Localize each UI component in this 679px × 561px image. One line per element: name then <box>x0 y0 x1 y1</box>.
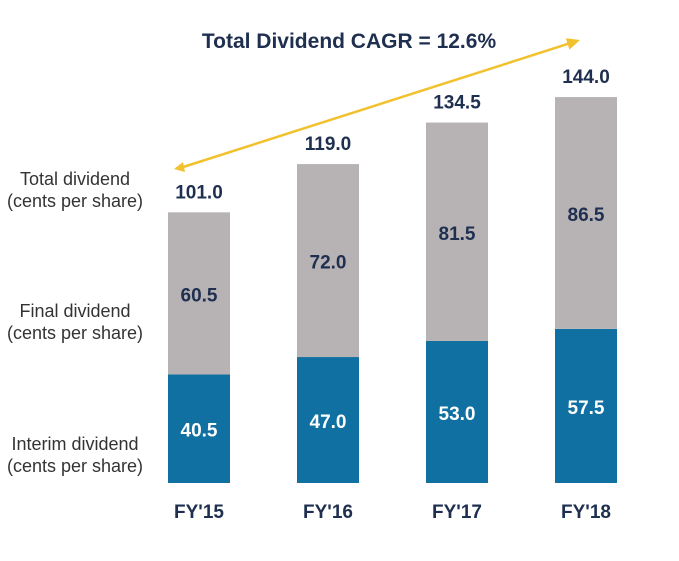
data-label-final: 72.0 <box>310 253 347 274</box>
data-label-final: 86.5 <box>568 205 605 226</box>
legend-interim-line2: (cents per share) <box>6 456 144 476</box>
data-label-interim: 53.0 <box>439 404 476 425</box>
x-tick-label: FY'17 <box>432 502 482 523</box>
legend-final-dividend: Final dividend (cents per share) <box>0 300 150 344</box>
bar-interim <box>555 328 617 483</box>
cagr-arrow-tail <box>174 162 185 172</box>
data-label-final: 81.5 <box>439 224 476 245</box>
legend-total-line1: Total dividend <box>19 169 131 189</box>
data-label-interim: 40.5 <box>181 421 218 442</box>
bar-final <box>297 164 359 358</box>
legend-interim-line1: Interim dividend <box>11 434 139 454</box>
bar-final <box>426 122 488 341</box>
cagr-arrow-line <box>179 41 573 170</box>
bar-interim <box>426 340 488 483</box>
x-tick-label: FY'16 <box>303 502 353 523</box>
cagr-arrow-head <box>565 38 580 50</box>
data-label-final: 60.5 <box>181 285 218 306</box>
bar-interim <box>297 357 359 483</box>
x-tick-label: FY'15 <box>174 502 224 523</box>
bar-interim <box>168 374 230 483</box>
data-label-total: 101.0 <box>175 182 223 203</box>
data-label-interim: 47.0 <box>310 412 347 433</box>
legend-total-dividend: Total dividend (cents per share) <box>0 168 150 212</box>
data-label-total: 119.0 <box>305 134 352 155</box>
bar-final <box>555 97 617 329</box>
x-tick-label: FY'18 <box>561 502 611 523</box>
legend-total-line2: (cents per share) <box>6 191 144 211</box>
legend-final-line1: Final dividend <box>19 301 131 321</box>
data-label-total: 134.5 <box>433 93 481 114</box>
bar-final <box>168 212 230 375</box>
legend-interim-dividend: Interim dividend (cents per share) <box>0 433 150 477</box>
data-label-total: 144.0 <box>562 67 610 88</box>
data-label-interim: 57.5 <box>568 398 605 419</box>
legend-final-line2: (cents per share) <box>6 323 144 343</box>
chart-title: Total Dividend CAGR = 12.6% <box>202 30 497 53</box>
